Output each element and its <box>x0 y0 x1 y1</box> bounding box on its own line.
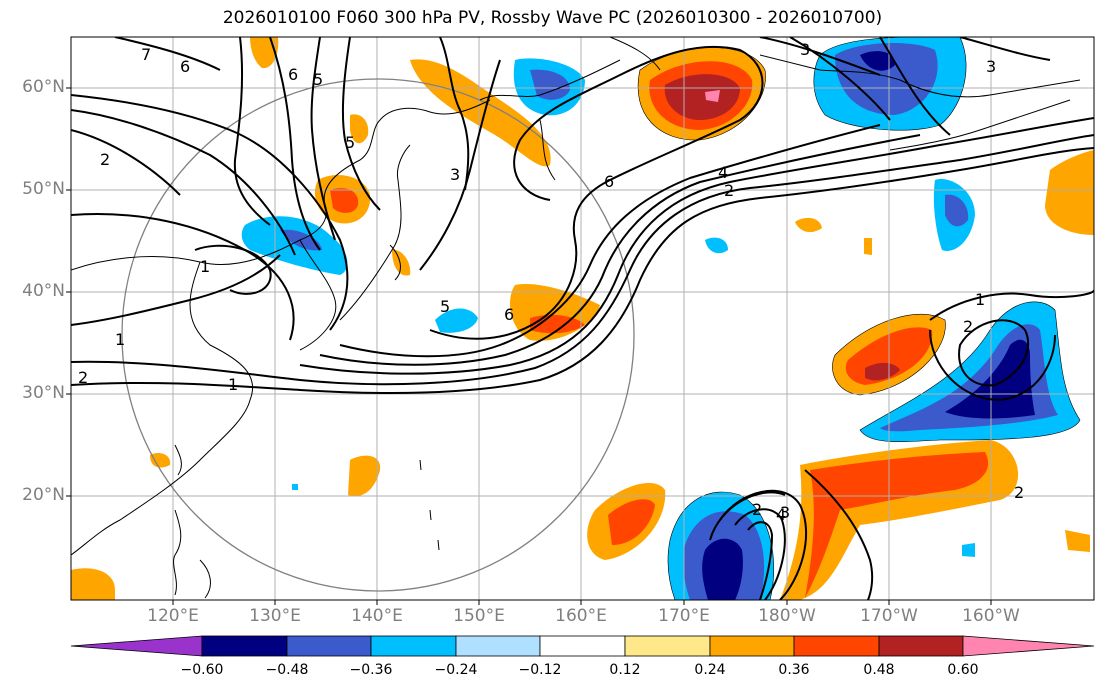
coastlines <box>71 37 1081 599</box>
colorbar-bin <box>455 635 541 657</box>
contour-label: 3 <box>780 503 790 522</box>
colorbar-bin <box>201 635 288 657</box>
lon-label: 170°E <box>658 606 710 626</box>
colorbar-tick-label: 0.12 <box>609 662 641 678</box>
contour-6 <box>429 45 764 340</box>
colorbar-tick-label: 0.48 <box>863 662 895 678</box>
contour-label: 6 <box>504 305 514 324</box>
colorbar-bin <box>878 635 964 657</box>
lon-label: 150°E <box>453 606 505 626</box>
contour-5 <box>339 124 881 358</box>
lon-label: 180°W <box>758 606 816 626</box>
lat-label: 20°N <box>22 485 65 505</box>
lon-label: 170°W <box>860 606 918 626</box>
contour-label: 2 <box>724 181 734 200</box>
colorbar-bin <box>286 635 372 657</box>
colorbar-tick-label: −0.12 <box>518 662 562 678</box>
colorbar-tick-label: 0.36 <box>778 662 810 678</box>
positive-anomaly-regions <box>71 37 1094 600</box>
contour-label: 6 <box>288 65 298 84</box>
contour-4 <box>319 134 921 366</box>
map-frame <box>70 36 1095 601</box>
colorbar-tick-label: 0.60 <box>947 662 979 678</box>
colorbar-tick-label: −0.60 <box>180 662 224 678</box>
contour-label: 2 <box>752 500 762 519</box>
contour-label: 3 <box>986 57 996 76</box>
colorbar-tick-label: −0.24 <box>434 662 478 678</box>
colorbar-bin <box>709 635 795 657</box>
colorbar-tick-label: −0.36 <box>349 662 393 678</box>
contour-label: 2 <box>100 150 110 169</box>
contour-3 <box>299 117 1094 375</box>
contour-labels: 7 6 6 5 5 4 3 3 3 2 2 2 1 1 1 1 2 5 6 6 … <box>78 40 1024 524</box>
colorbar-bin <box>624 635 711 657</box>
colorbar-tick-label: −0.48 <box>265 662 309 678</box>
contour-label: 4 <box>718 163 728 182</box>
contour-label: 1 <box>115 330 125 349</box>
map-title: 2026010100 F060 300 hPa PV, Rossby Wave … <box>222 8 883 28</box>
colorbar-bin <box>793 635 880 657</box>
negative-anomaly-regions <box>241 37 1081 600</box>
tick-marks <box>66 87 992 605</box>
lon-label: 120°E <box>147 606 199 626</box>
anomaly-negative-korea <box>241 216 348 275</box>
contour-label: 5 <box>440 297 450 316</box>
contour-label: 1 <box>228 375 238 394</box>
contour-label: 1 <box>200 257 210 276</box>
contour-1 <box>71 147 1094 394</box>
contour-label: 6 <box>604 172 614 191</box>
colorbar-extend-low <box>70 635 203 657</box>
contour-label: 3 <box>450 165 460 184</box>
contour-label: 1 <box>975 290 985 309</box>
contour-2 <box>71 134 1094 386</box>
radius-circle <box>121 78 635 592</box>
contour-label: 6 <box>180 57 190 76</box>
lat-label: 40°N <box>22 281 65 301</box>
lat-label: 60°N <box>22 77 65 97</box>
colorbar-tick-label: 0.24 <box>694 662 726 678</box>
anomaly-positive-okhotsk <box>410 59 551 167</box>
pv-contours <box>71 37 1094 600</box>
lon-label: 160°E <box>555 606 607 626</box>
lat-label: 50°N <box>22 179 65 199</box>
contour-closed-2 <box>958 319 1030 387</box>
colorbar-bin <box>370 635 457 657</box>
contour-label: 2 <box>963 317 973 336</box>
lon-label: 140°E <box>351 606 403 626</box>
contour-label: 5 <box>345 133 355 152</box>
contour-label: 3 <box>800 40 810 59</box>
colorbar-bin <box>539 635 626 657</box>
lat-label: 30°N <box>22 383 65 403</box>
lon-label: 130°E <box>249 606 301 626</box>
map-area: 7 6 6 5 5 4 3 3 3 2 2 2 1 1 1 1 2 5 6 6 … <box>71 37 1094 600</box>
lon-label: 160°W <box>962 606 1020 626</box>
contour-closed-1 <box>929 289 1094 321</box>
contour-label: 5 <box>313 70 323 89</box>
colorbar-extend-high <box>962 635 1095 657</box>
contour-label: 7 <box>141 45 151 64</box>
contour-label: 2 <box>78 368 88 387</box>
contour-label: 2 <box>1014 483 1024 502</box>
colorbar <box>70 635 1095 657</box>
contour-label: 4 <box>776 505 786 524</box>
